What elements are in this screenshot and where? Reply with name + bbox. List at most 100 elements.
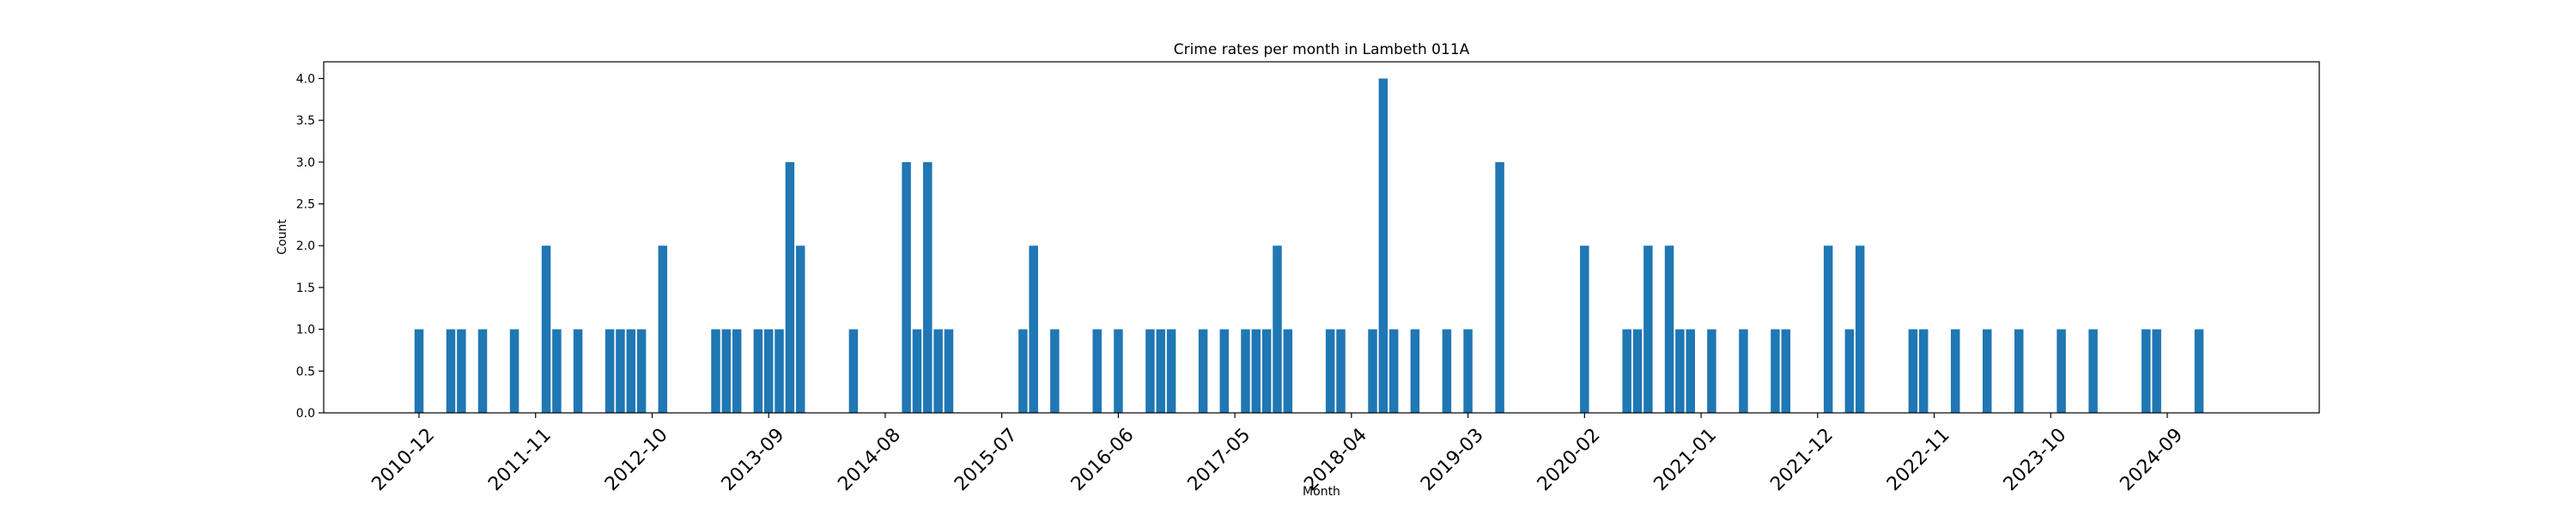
y-tick-label: 1.0 — [296, 324, 315, 337]
bar-2012-07 — [616, 329, 625, 413]
bar-2023-11 — [2057, 329, 2066, 413]
bar-2012-09 — [636, 329, 647, 413]
bar-2012-06 — [605, 329, 615, 413]
bar-2012-03 — [573, 329, 583, 413]
x-tick-label: 2019-03 — [1417, 424, 1488, 495]
bar-2022-04 — [1855, 245, 1865, 413]
x-tick-label: 2023-10 — [2000, 424, 2071, 495]
bar-2020-02 — [1580, 245, 1589, 413]
bar-2013-11 — [785, 161, 795, 413]
x-tick-label: 2020-02 — [1534, 424, 1605, 495]
bar-2023-04 — [1982, 329, 1992, 413]
bar-2018-07 — [1378, 78, 1388, 413]
bar-2021-09 — [1781, 329, 1791, 413]
bar-2014-12 — [923, 161, 933, 413]
bar-series — [414, 78, 2204, 413]
bar-2018-10 — [1410, 329, 1420, 413]
x-tick-label: 2016-06 — [1067, 424, 1139, 495]
bar-2015-01 — [933, 329, 943, 413]
bar-2016-04 — [1092, 329, 1102, 413]
bar-2022-03 — [1844, 329, 1855, 413]
y-tick-label: 1.5 — [296, 282, 315, 295]
bar-2020-06 — [1622, 329, 1631, 413]
bar-2023-07 — [2014, 329, 2024, 413]
plot-frame — [323, 61, 2320, 414]
bar-2017-04 — [1219, 329, 1230, 413]
bar-2016-10 — [1156, 329, 1166, 413]
x-tick-label: 2014-08 — [834, 424, 905, 495]
bar-2020-07 — [1632, 329, 1643, 413]
x-tick-label: 2010-12 — [368, 424, 439, 495]
bar-2024-02 — [2088, 329, 2098, 413]
bar-2017-06 — [1241, 329, 1250, 413]
x-tick-label: 2013-09 — [718, 424, 789, 495]
bar-2011-09 — [509, 329, 519, 413]
y-tick-label: 3.0 — [296, 156, 315, 170]
bar-2024-12 — [2194, 329, 2204, 413]
y-tick-label: 2.5 — [296, 198, 315, 212]
bar-2019-01 — [1442, 329, 1452, 413]
bar-2013-05 — [721, 329, 732, 413]
bar-2017-09 — [1273, 245, 1282, 413]
bar-2013-08 — [753, 329, 763, 413]
y-tick-label: 2.0 — [296, 239, 315, 253]
x-tick-label: 2021-12 — [1766, 424, 1838, 495]
bar-2015-02 — [944, 329, 954, 413]
bar-2021-08 — [1771, 329, 1780, 413]
bar-2015-09 — [1018, 329, 1028, 413]
bar-2021-02 — [1707, 329, 1716, 413]
x-tick-label: 2017-05 — [1184, 424, 1255, 495]
bar-2012-08 — [626, 329, 636, 413]
bar-2012-01 — [552, 329, 562, 413]
x-tick-label: 2012-10 — [601, 424, 672, 495]
x-axis-label: Month — [1303, 485, 1340, 499]
bar-2019-03 — [1463, 329, 1473, 413]
bar-2012-11 — [658, 245, 668, 413]
x-tick-label: 2022-11 — [1883, 424, 1954, 495]
y-tick-label: 3.5 — [296, 114, 315, 128]
bar-2016-06 — [1114, 329, 1123, 413]
y-tick-label: 0.5 — [296, 365, 315, 379]
bar-2011-12 — [541, 245, 551, 413]
bar-2013-09 — [763, 329, 774, 413]
bar-2018-03 — [1336, 329, 1346, 413]
x-tick-label: 2011-11 — [484, 424, 556, 495]
y-tick-label: 0.0 — [296, 407, 315, 421]
bar-2014-11 — [912, 329, 922, 413]
bar-2016-09 — [1145, 329, 1155, 413]
bar-2020-12 — [1686, 329, 1695, 413]
bar-2010-12 — [414, 329, 424, 413]
chart-title: Crime rates per month in Lambeth 011A — [1174, 41, 1470, 58]
x-tick-label: 2021-01 — [1650, 424, 1722, 495]
y-tick-label: 4.0 — [296, 72, 315, 86]
bar-2011-04 — [457, 329, 466, 413]
bar-2021-05 — [1739, 329, 1748, 413]
x-tick-label: 2024-09 — [2116, 424, 2187, 495]
y-axis: 0.0 0.5 1.0 1.5 2.0 2.5 3.0 3.5 4.0 — [296, 72, 324, 421]
bar-2014-10 — [902, 161, 911, 413]
x-tick-label: 2015-07 — [951, 424, 1022, 495]
bar-2017-02 — [1198, 329, 1208, 413]
bar-2011-03 — [446, 329, 456, 413]
bar-2020-10 — [1664, 245, 1674, 413]
bar-2018-06 — [1368, 329, 1377, 413]
bar-2019-06 — [1495, 161, 1504, 413]
bar-2014-05 — [848, 329, 859, 413]
bar-2016-11 — [1166, 329, 1176, 413]
bar-2013-12 — [795, 245, 805, 413]
bar-2017-07 — [1251, 329, 1261, 413]
bar-2020-11 — [1675, 329, 1685, 413]
bar-2017-08 — [1261, 329, 1272, 413]
bar-2017-10 — [1283, 329, 1293, 413]
bar-2013-04 — [711, 329, 720, 413]
bar-2018-02 — [1325, 329, 1335, 413]
bar-2023-01 — [1950, 329, 1960, 413]
bar-2024-08 — [2152, 329, 2161, 413]
bar-2022-09 — [1908, 329, 1918, 413]
bar-2013-06 — [732, 329, 742, 413]
bar-2013-10 — [775, 329, 784, 413]
bar-2015-10 — [1029, 245, 1038, 413]
bar-2015-12 — [1050, 329, 1060, 413]
bar-2011-06 — [477, 329, 488, 413]
